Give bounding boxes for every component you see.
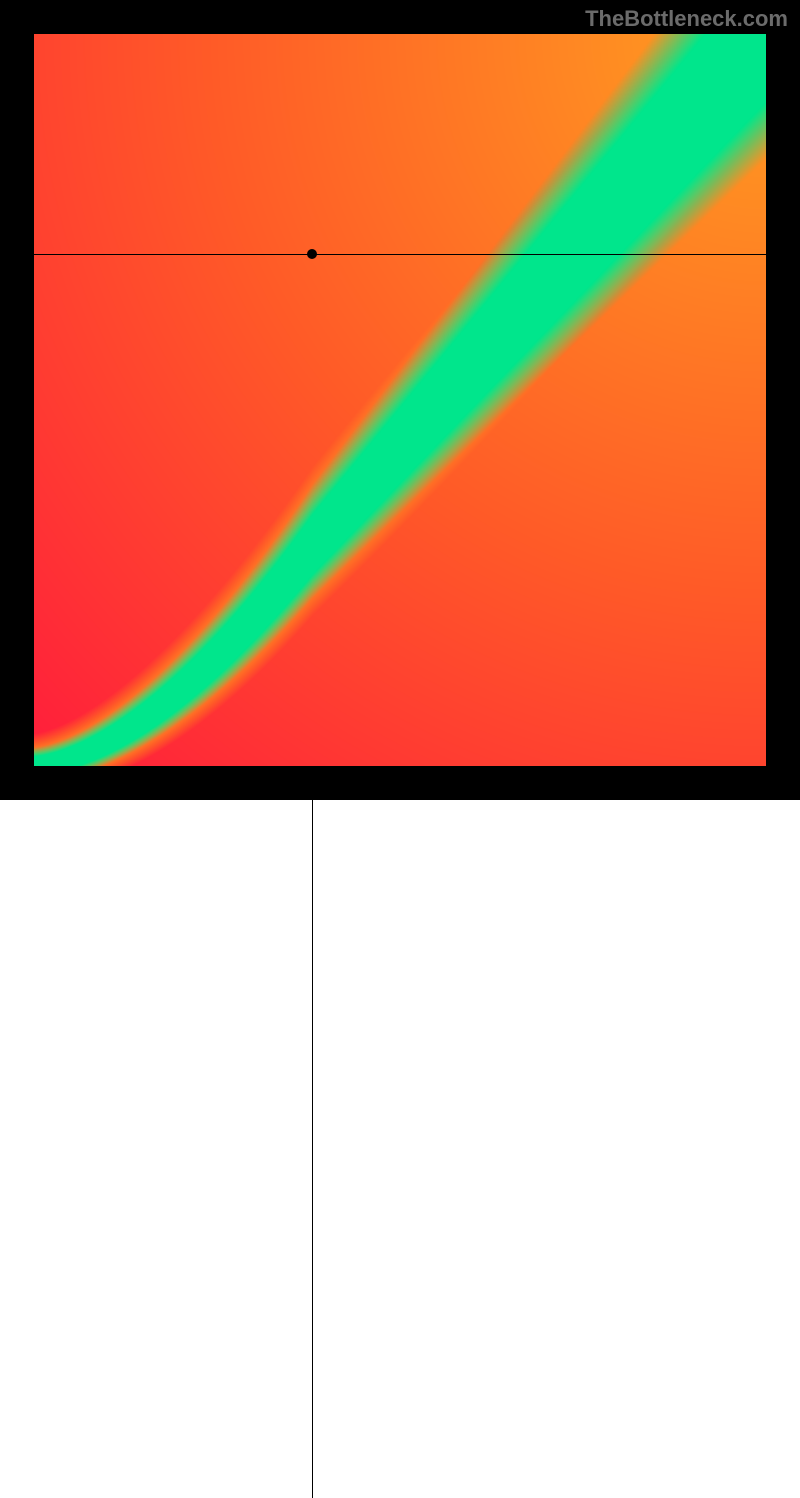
- heatmap-canvas: [34, 34, 766, 766]
- chart-container: TheBottleneck.com: [0, 0, 800, 800]
- crosshair-horizontal: [34, 254, 766, 255]
- watermark-label: TheBottleneck.com: [585, 6, 788, 32]
- plot-area: [34, 34, 766, 766]
- crosshair-vertical: [312, 766, 313, 1498]
- crosshair-marker: [307, 249, 317, 259]
